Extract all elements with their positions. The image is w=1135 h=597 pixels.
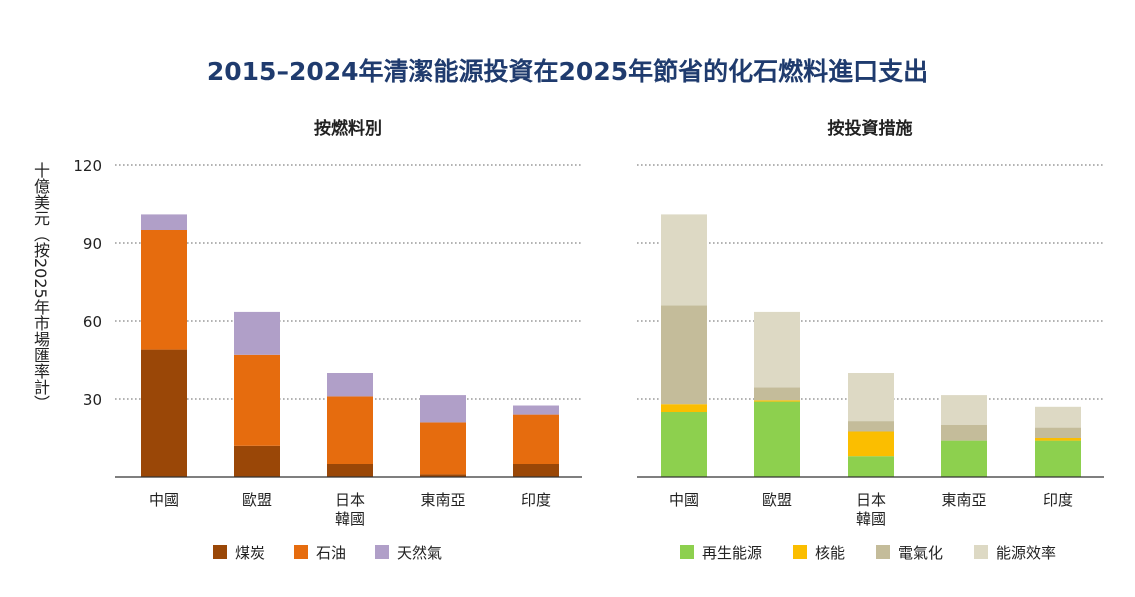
bar-segment-electrification	[754, 387, 800, 401]
x-tick-label: 東南亞	[420, 491, 465, 509]
legend-label-coal: 煤炭	[235, 544, 265, 562]
x-tick-label: 中國	[669, 491, 699, 509]
legend-label-oil: 石油	[316, 544, 346, 562]
bar-segment-coal	[513, 464, 559, 477]
bar-segment-electrification	[1035, 427, 1081, 438]
x-tick-label: 韓國	[856, 510, 886, 528]
bar-segment-renewables	[1035, 440, 1081, 477]
bar-segment-oil	[234, 354, 280, 446]
bar-segment-nuclear	[754, 400, 800, 402]
bar-segment-gas	[141, 214, 187, 230]
legend-swatch-oil	[294, 545, 308, 559]
legend-label-nuclear: 核能	[815, 544, 845, 562]
bar-segment-coal	[141, 349, 187, 477]
bar-segment-coal	[420, 474, 466, 477]
bar-segment-nuclear	[661, 404, 707, 412]
bar-segment-oil	[141, 230, 187, 350]
legend-label-efficiency: 能源效率	[996, 544, 1056, 562]
bar-segment-renewables	[941, 440, 987, 477]
bar-segment-coal	[327, 464, 373, 477]
x-tick-label: 歐盟	[762, 491, 792, 509]
y-tick-label: 120	[73, 157, 102, 175]
y-axis-label: 十億美元（按2025年市場匯率計）	[31, 162, 50, 411]
x-tick-label: 日本	[335, 491, 365, 509]
x-tick-label: 日本	[856, 491, 886, 509]
bar-segment-efficiency	[1035, 406, 1081, 428]
chart-main-title: 2015–2024年清潔能源投資在2025年節省的化石燃料進口支出	[206, 57, 929, 86]
bar-segment-renewables	[661, 412, 707, 477]
bar-segment-gas	[234, 311, 280, 355]
x-tick-label: 印度	[1043, 491, 1073, 509]
legend-swatch-coal	[213, 545, 227, 559]
x-tick-label: 中國	[149, 491, 179, 509]
legend-swatch-renewables	[680, 545, 694, 559]
x-tick-label: 韓國	[335, 510, 365, 528]
bar-segment-renewables	[754, 401, 800, 477]
bar-segment-renewables	[848, 456, 894, 477]
x-tick-label: 歐盟	[242, 491, 272, 509]
bar-segment-efficiency	[848, 373, 894, 422]
y-tick-label: 30	[83, 391, 102, 409]
x-tick-label: 印度	[521, 491, 551, 509]
legend-label-renewables: 再生能源	[702, 544, 762, 562]
bar-segment-efficiency	[661, 214, 707, 306]
legend-label-electrification: 電氣化	[898, 544, 943, 562]
bar-segment-nuclear	[848, 431, 894, 457]
legend-swatch-gas	[375, 545, 389, 559]
bar-segment-efficiency	[941, 395, 987, 425]
panel-title: 按投資措施	[828, 118, 913, 139]
legend-swatch-efficiency	[974, 545, 988, 559]
x-tick-label: 東南亞	[941, 491, 986, 509]
y-tick-label: 60	[83, 313, 102, 331]
bar-segment-gas	[420, 395, 466, 423]
panel-title: 按燃料別	[314, 118, 382, 139]
bar-segment-oil	[327, 396, 373, 464]
bar-segment-oil	[513, 414, 559, 464]
bar-segment-efficiency	[754, 311, 800, 388]
legend-label-gas: 天然氣	[397, 544, 442, 562]
y-tick-label: 90	[83, 235, 102, 253]
bar-segment-gas	[513, 405, 559, 415]
bar-segment-electrification	[661, 305, 707, 405]
legend-swatch-nuclear	[793, 545, 807, 559]
bar-segment-nuclear	[1035, 438, 1081, 441]
bar-segment-electrification	[848, 421, 894, 432]
bar-segment-coal	[234, 445, 280, 477]
bar-segment-electrification	[941, 425, 987, 441]
bar-segment-gas	[327, 373, 373, 397]
bar-segment-oil	[420, 422, 466, 475]
legend-swatch-electrification	[876, 545, 890, 559]
